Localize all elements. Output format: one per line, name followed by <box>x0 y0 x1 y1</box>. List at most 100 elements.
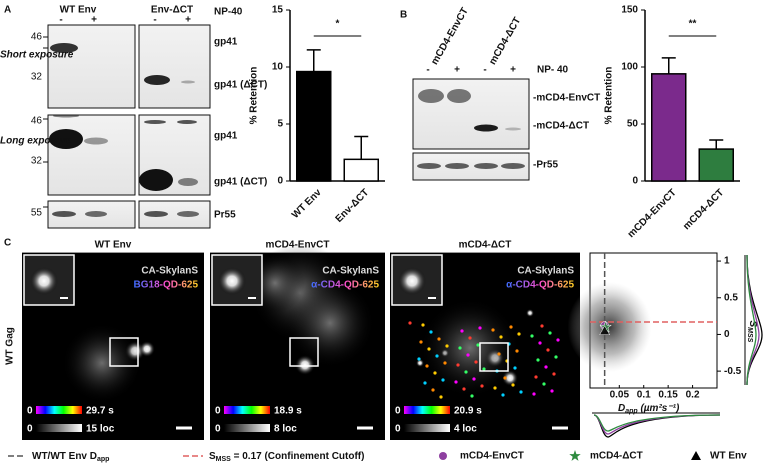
blot <box>47 114 136 196</box>
track-dot <box>476 343 480 347</box>
band <box>505 127 521 131</box>
time-colorbar <box>36 406 82 414</box>
colorbar-max: 15 loc <box>86 424 115 435</box>
band <box>418 89 444 103</box>
track-dot <box>472 377 476 381</box>
legend-marker <box>569 450 581 461</box>
y-tick-label: 0 <box>632 176 638 187</box>
inset-spot <box>218 267 246 295</box>
x-axis-label-part: (µm²s⁻¹) <box>638 403 680 414</box>
band <box>84 137 108 145</box>
y-tick-label: 15 <box>272 5 284 16</box>
track-dot <box>441 378 445 382</box>
treatment: + <box>91 15 97 26</box>
x-axis-label-part: app <box>625 408 638 415</box>
colorbar-max: 8 loc <box>274 424 297 435</box>
y-axis-label: % Retention <box>249 67 260 125</box>
highlight-box <box>289 337 319 367</box>
y-axis-label: SMSS <box>746 321 758 343</box>
marginal-x <box>593 414 721 432</box>
error-bar <box>709 139 724 150</box>
band-label: -mCD4-EnvCT <box>533 93 600 104</box>
marker: 46 <box>31 32 43 43</box>
track-dot <box>474 360 478 364</box>
band <box>144 120 166 124</box>
band <box>52 211 76 217</box>
significance: ** <box>689 19 697 30</box>
loc-colorbar <box>404 424 450 432</box>
track-dot <box>458 346 462 350</box>
track-dot <box>493 386 497 390</box>
band <box>445 163 469 169</box>
treatment: + <box>185 15 191 26</box>
marker: 32 <box>31 156 43 167</box>
marker: 32 <box>31 72 43 83</box>
image-title: WT Env <box>95 240 132 251</box>
marker: 46 <box>31 116 43 127</box>
track-dot <box>460 329 464 333</box>
loc-colorbar <box>36 424 82 432</box>
legend-label: mCD4-EnvCT <box>460 451 524 462</box>
spot <box>139 341 155 357</box>
legend-label-part: app <box>97 456 109 463</box>
lane-label: mCD4-ΔCT <box>487 16 523 67</box>
image-title: mCD4-ΔCT <box>459 240 512 251</box>
probe-label: BG18-QD-625 <box>134 280 199 291</box>
band-label: -Pr55 <box>533 160 558 171</box>
legend-marker <box>439 452 447 460</box>
probe-label: α-CD4-QD-625 <box>506 280 574 291</box>
y-axis-label-part: S <box>747 321 758 328</box>
y-tick-label: 50 <box>627 119 639 130</box>
track-dot <box>511 383 515 387</box>
legend-marker <box>691 451 701 460</box>
point <box>599 325 611 336</box>
x-tick-label: 0.1 <box>637 390 651 401</box>
track-dot <box>417 357 421 361</box>
time-colorbar <box>224 406 270 414</box>
track-dot <box>513 366 517 370</box>
y-axis-label-part: MSS <box>746 327 753 343</box>
lane-label: WT Env <box>60 5 97 16</box>
band <box>501 163 525 169</box>
track-dot <box>509 325 513 329</box>
panel-label: A <box>4 5 11 16</box>
channel-label: CA-SkylanS <box>322 266 379 277</box>
lane-label: Env-ΔCT <box>151 5 193 16</box>
lane-label: mCD4-EnvCT <box>429 6 470 67</box>
track-dot <box>534 375 538 379</box>
track-dot <box>421 323 425 327</box>
bar <box>698 148 734 182</box>
y-tick-label: 150 <box>621 5 638 16</box>
time-colorbar <box>404 406 450 414</box>
colorbar-min: 0 <box>27 406 33 417</box>
channel-label: CA-SkylanS <box>141 266 198 277</box>
track-dot <box>470 394 474 398</box>
treatment-label: NP-40 <box>214 7 243 18</box>
track-dot <box>554 355 558 359</box>
legend-label: WT/WT Env Dapp <box>32 451 109 463</box>
y-tick-label: 0 <box>277 176 283 187</box>
legend-label: SMSS = 0.17 (Confinement Cutoff) <box>209 451 364 463</box>
track-dot <box>546 348 550 352</box>
blot <box>412 78 530 150</box>
band <box>474 163 498 169</box>
track-dot <box>437 337 441 341</box>
track-dot <box>435 354 439 358</box>
x-axis-label: Dapp (µm²s⁻¹) <box>618 403 680 415</box>
y-tick-label: -0.5 <box>724 366 742 377</box>
band <box>181 80 195 84</box>
track-dot <box>556 338 560 342</box>
colorbar-max: 4 loc <box>454 424 477 435</box>
colorbar-max: 18.9 s <box>274 406 302 417</box>
track-dot <box>482 367 486 371</box>
track-dot <box>468 336 472 340</box>
colorbar-min: 0 <box>215 406 221 417</box>
legend-label: WT Env <box>710 451 747 462</box>
band <box>85 211 107 217</box>
track-dot <box>530 334 534 338</box>
exposure-label: Long exposure <box>0 136 72 147</box>
track-dot <box>491 328 495 332</box>
band <box>50 43 78 53</box>
x-tick-label: Env-ΔCT <box>334 187 372 225</box>
